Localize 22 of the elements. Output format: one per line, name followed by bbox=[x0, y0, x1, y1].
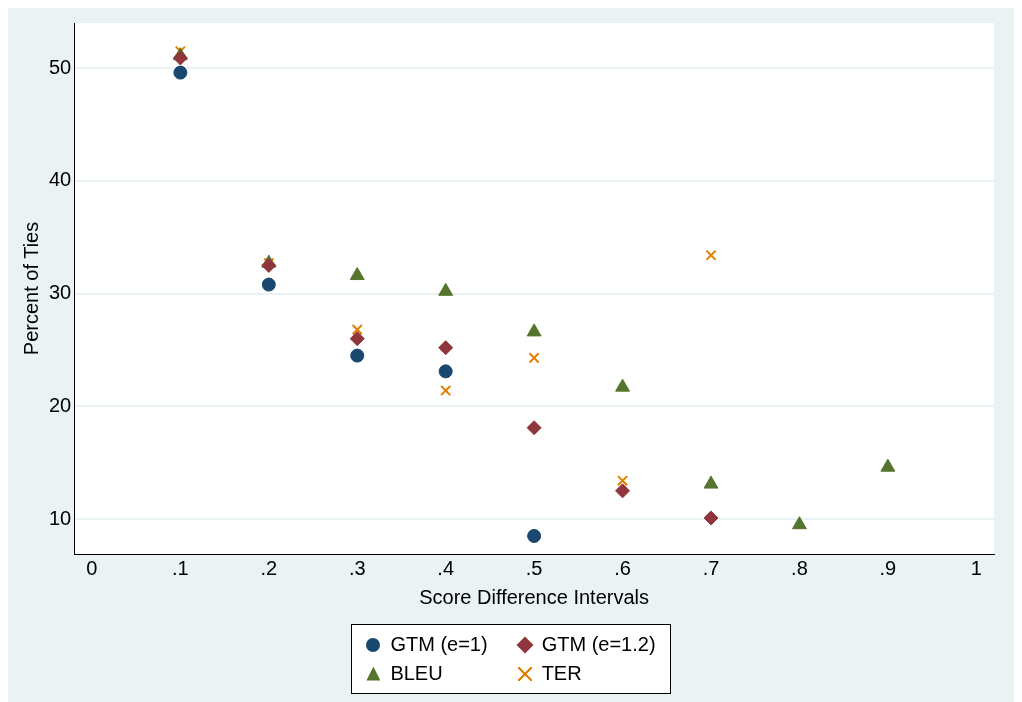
x-tick-label: .6 bbox=[614, 556, 631, 579]
x-tick-label: .8 bbox=[791, 556, 808, 579]
x-axis-title: Score Difference Intervals bbox=[419, 585, 649, 608]
x-tick-label: .1 bbox=[172, 556, 189, 579]
legend-label: GTM (e=1.2) bbox=[541, 633, 656, 656]
x-tick-label: .4 bbox=[437, 556, 455, 579]
x-tick-label: .3 bbox=[348, 556, 366, 579]
x-tick-label: .5 bbox=[525, 556, 543, 579]
y-tick-label: 50 bbox=[49, 55, 72, 78]
legend-label: TER bbox=[541, 662, 582, 685]
y-tick-label: 20 bbox=[49, 393, 72, 416]
x-tick-label: 0 bbox=[86, 556, 98, 579]
y-axis-title: Percent of Ties bbox=[19, 221, 42, 356]
x-tick-label: 1 bbox=[970, 556, 982, 579]
y-tick-label: 10 bbox=[49, 506, 72, 529]
legend-label: BLEU bbox=[390, 662, 443, 685]
x-tick-label: .2 bbox=[260, 556, 278, 579]
x-tick-label: .7 bbox=[702, 556, 720, 579]
x-tick-label: .9 bbox=[879, 556, 897, 579]
y-tick-label: 40 bbox=[49, 168, 72, 191]
y-tick-label: 30 bbox=[49, 281, 72, 304]
legend-label: GTM (e=1) bbox=[390, 633, 488, 656]
